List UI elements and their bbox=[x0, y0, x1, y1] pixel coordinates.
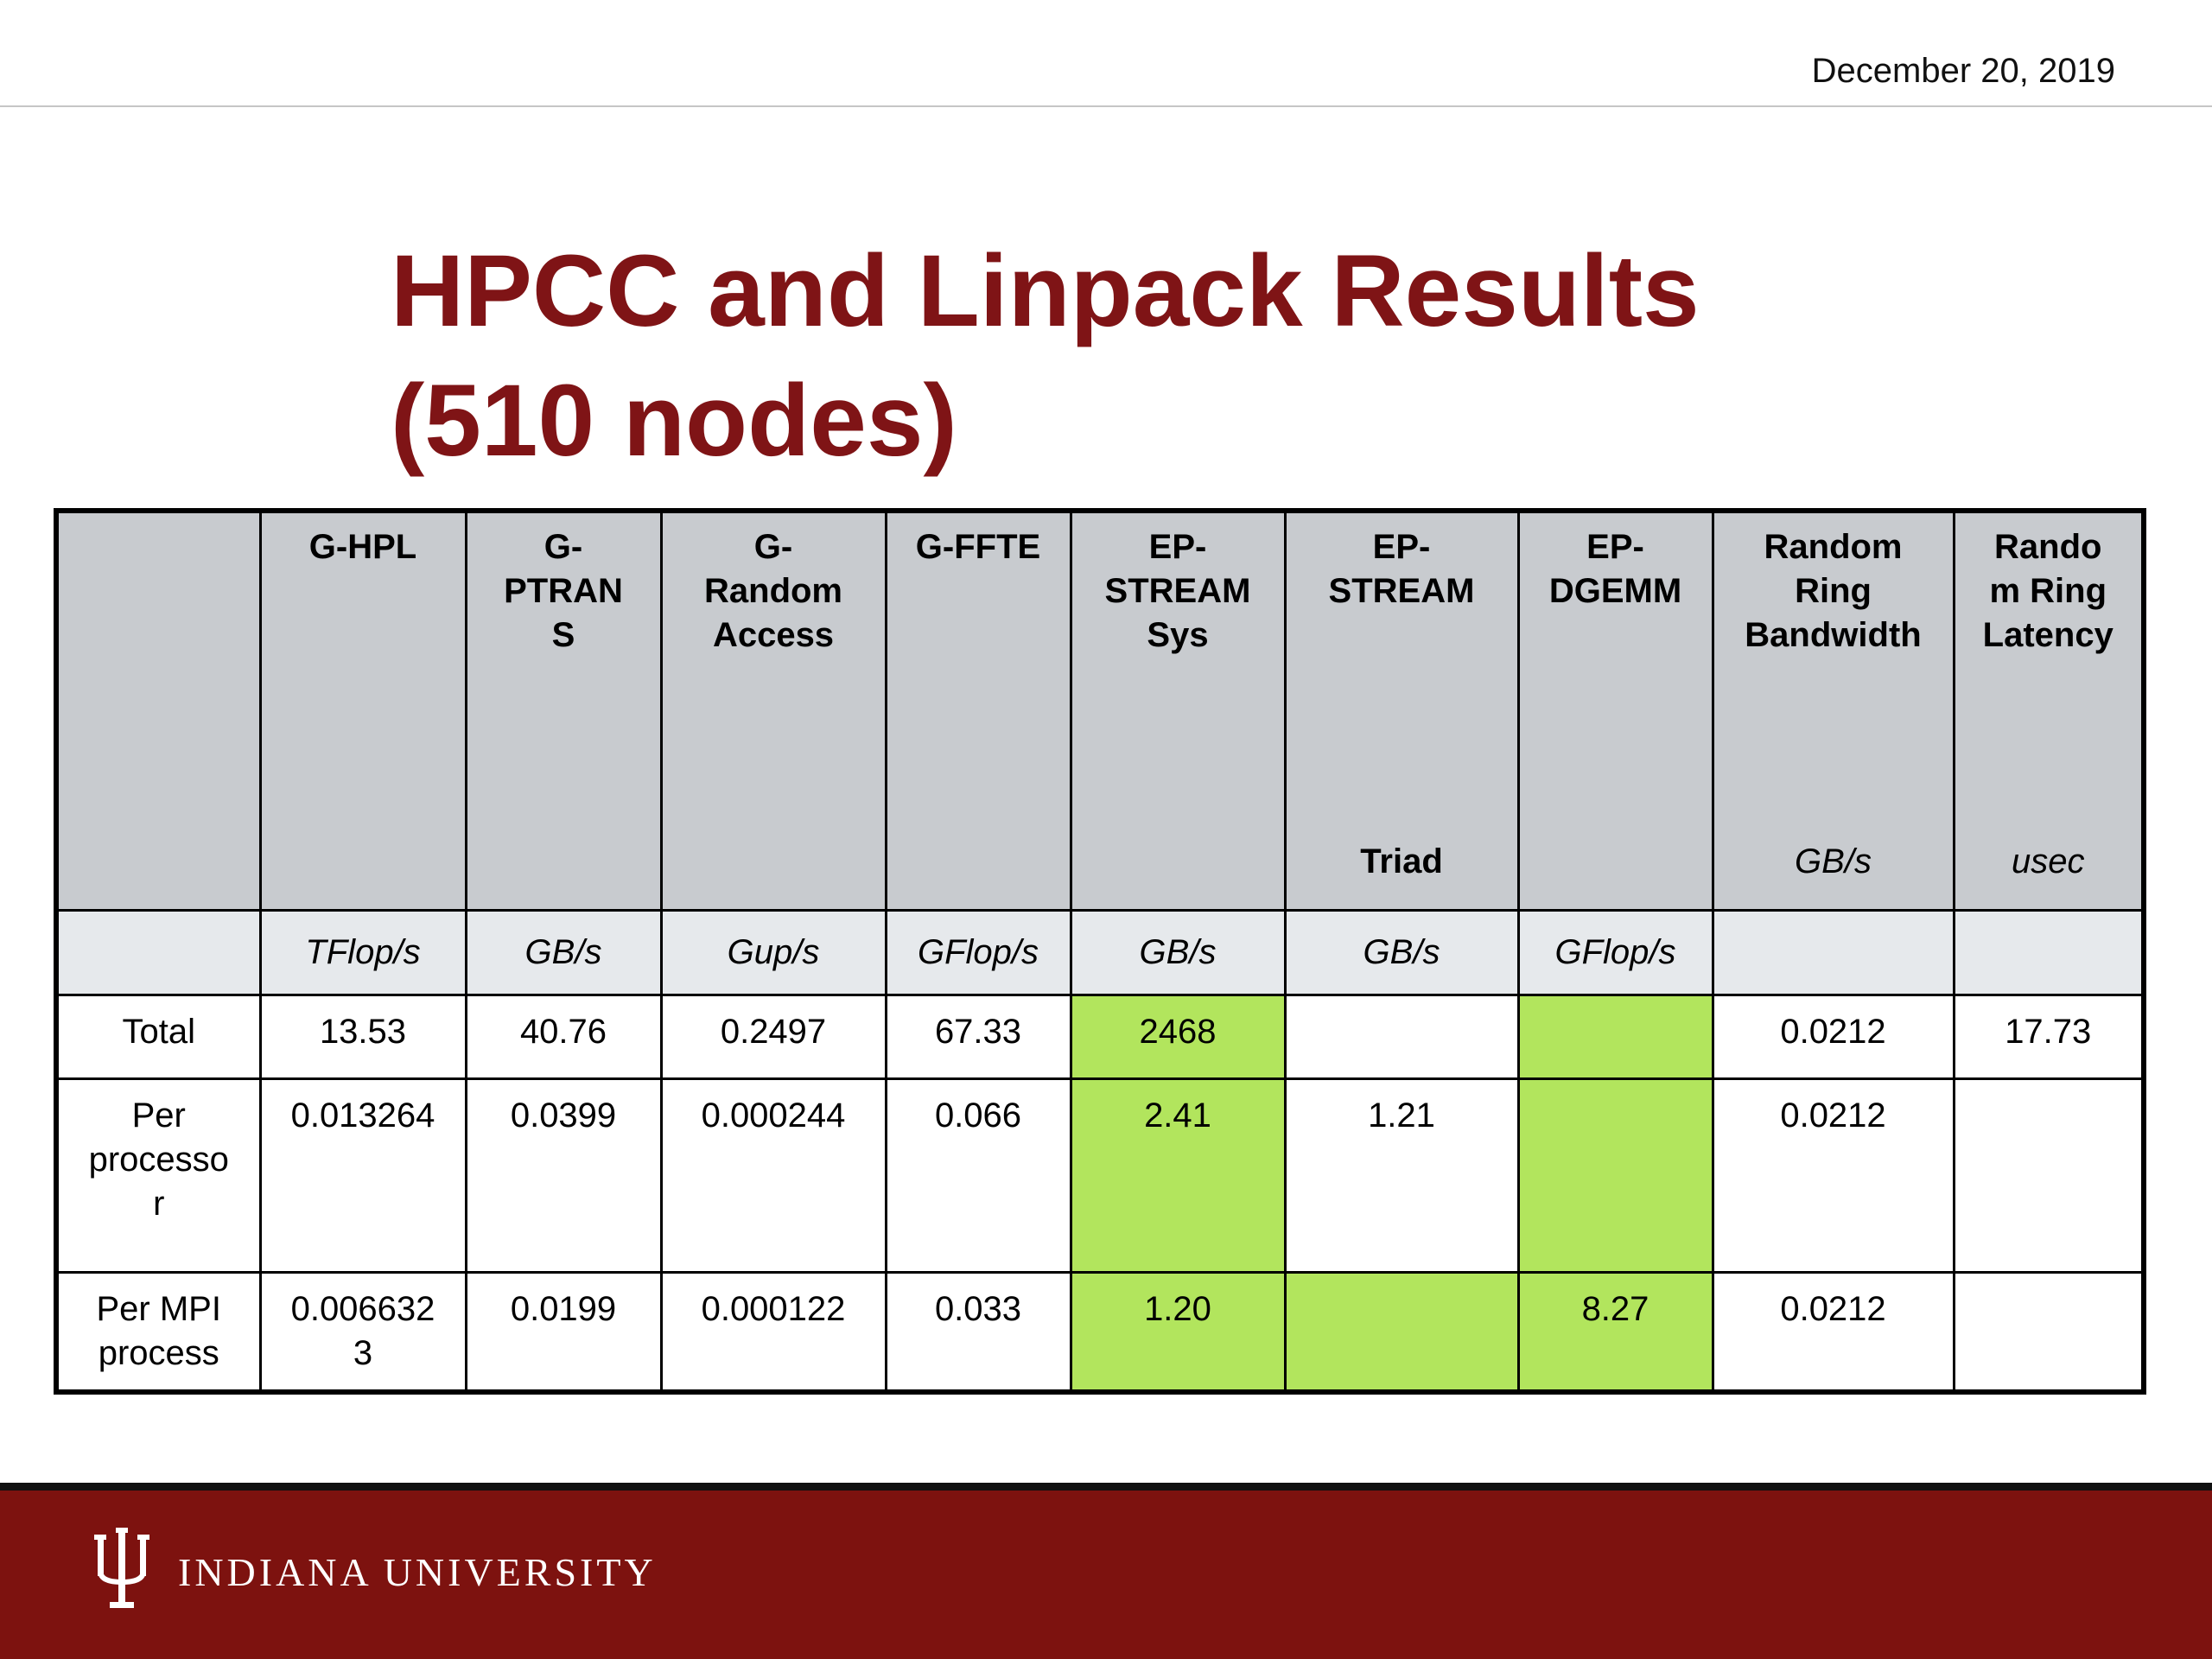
column-header-sublabel: usec bbox=[2012, 842, 2085, 880]
table-cell: 0.000122 bbox=[659, 1271, 887, 1394]
slide-title-line1: HPCC and Linpack Results bbox=[391, 234, 1700, 348]
table-cell bbox=[1952, 1077, 2145, 1274]
table-cell: 40.76 bbox=[464, 994, 663, 1080]
unit-cell bbox=[1711, 909, 1955, 996]
column-header bbox=[54, 509, 262, 912]
table-cell: 0.000244 bbox=[659, 1077, 887, 1274]
table-cell: 1.21 bbox=[1283, 1077, 1520, 1274]
column-header: G-HPL bbox=[258, 509, 467, 912]
column-header: G- Random Access bbox=[659, 509, 887, 912]
iu-wordmark: INDIANA UNIVERSITY bbox=[178, 1550, 657, 1594]
table-cell: 1.20 bbox=[1069, 1271, 1287, 1394]
column-header-label: G-FFTE bbox=[915, 528, 1041, 566]
table-cell: 0.0199 bbox=[464, 1271, 663, 1394]
iu-trident-icon bbox=[94, 1528, 149, 1608]
column-header-label: Rando m Ring Latency bbox=[1982, 528, 2113, 654]
row-label: Per processo r bbox=[54, 1077, 262, 1274]
column-header-label: G- PTRAN S bbox=[504, 528, 623, 654]
column-header-sublabel: Triad bbox=[1360, 842, 1443, 880]
units-row: TFlop/s GB/s Gup/s GFlop/s GB/s GB/s GFlop/s bbox=[54, 909, 2145, 996]
table-cell: 8.27 bbox=[1516, 1271, 1714, 1394]
column-header: EP- STREAM Triad bbox=[1283, 509, 1520, 912]
column-header: EP- DGEMM bbox=[1516, 509, 1714, 912]
column-header-label: Random Ring Bandwidth bbox=[1745, 528, 1922, 654]
unit-cell bbox=[54, 909, 262, 996]
table-cell: 0.0399 bbox=[464, 1077, 663, 1274]
table-cell: 17.73 bbox=[1952, 994, 2145, 1080]
column-header-label: EP- STREAM bbox=[1328, 528, 1475, 610]
unit-cell: TFlop/s bbox=[258, 909, 467, 996]
column-header-label: EP- DGEMM bbox=[1548, 528, 1682, 610]
column-header: G-FFTE bbox=[884, 509, 1072, 912]
column-header-label: EP- STREAM Sys bbox=[1104, 528, 1251, 654]
unit-cell: GB/s bbox=[1283, 909, 1520, 996]
table-cell: 0.013264 bbox=[258, 1077, 467, 1274]
table-cell bbox=[1952, 1271, 2145, 1394]
unit-cell: GB/s bbox=[1069, 909, 1287, 996]
unit-cell bbox=[1952, 909, 2145, 996]
row-label: Total bbox=[54, 994, 262, 1080]
top-divider bbox=[0, 105, 2212, 107]
column-header: Rando m Ring Latency usec bbox=[1952, 509, 2145, 912]
results-table: G-HPL G- PTRAN S G- Random Access G-FFTE EP- STRE… bbox=[54, 508, 2146, 1395]
table-cell bbox=[1516, 994, 1714, 1080]
table-cell bbox=[1283, 1271, 1520, 1394]
table-cell: 0.006632 3 bbox=[258, 1271, 467, 1394]
row-label: Per MPI process bbox=[54, 1271, 262, 1394]
table-cell: 13.53 bbox=[258, 994, 467, 1080]
table-row: Per MPI process 0.006632 3 0.0199 0.000122 0.0… bbox=[54, 1271, 2145, 1394]
unit-cell: GB/s bbox=[464, 909, 663, 996]
column-header-label: G-HPL bbox=[308, 528, 417, 566]
unit-cell: GFlop/s bbox=[1516, 909, 1714, 996]
table-cell: 2.41 bbox=[1069, 1077, 1287, 1274]
table-cell: 0.066 bbox=[884, 1077, 1072, 1274]
table-cell: 0.0212 bbox=[1711, 994, 1955, 1080]
table-cell bbox=[1283, 994, 1520, 1080]
table-cell: 2468 bbox=[1069, 994, 1287, 1080]
column-header: G- PTRAN S bbox=[464, 509, 663, 912]
table-cell: 67.33 bbox=[884, 994, 1072, 1080]
table-cell: 0.2497 bbox=[659, 994, 887, 1080]
table-row: Per processo r 0.013264 0.0399 0.000244 0.066 2… bbox=[54, 1077, 2145, 1274]
table-cell bbox=[1516, 1077, 1714, 1274]
unit-cell: Gup/s bbox=[659, 909, 887, 996]
table-row: Total 13.53 40.76 0.2497 67.33 2468 0.0212 17.7… bbox=[54, 994, 2145, 1080]
header-row: G-HPL G- PTRAN S G- Random Access G-FFTE EP- STRE… bbox=[54, 509, 2145, 912]
slide-title: HPCC and Linpack Results (510 nodes) bbox=[391, 226, 1700, 486]
slide-title-line2: (510 nodes) bbox=[391, 364, 957, 478]
column-header-sublabel: GB/s bbox=[1795, 842, 1872, 880]
table-cell: 0.033 bbox=[884, 1271, 1072, 1394]
footer-band bbox=[0, 1483, 2212, 1659]
column-header: EP- STREAM Sys bbox=[1069, 509, 1287, 912]
column-header-label bbox=[59, 513, 257, 525]
column-header: Random Ring Bandwidth GB/s bbox=[1711, 509, 1955, 912]
unit-cell: GFlop/s bbox=[884, 909, 1072, 996]
column-header-label: G- Random Access bbox=[704, 528, 842, 654]
table-cell: 0.0212 bbox=[1711, 1077, 1955, 1274]
slide-date: December 20, 2019 bbox=[1811, 52, 2115, 90]
table-cell: 0.0212 bbox=[1711, 1271, 1955, 1394]
